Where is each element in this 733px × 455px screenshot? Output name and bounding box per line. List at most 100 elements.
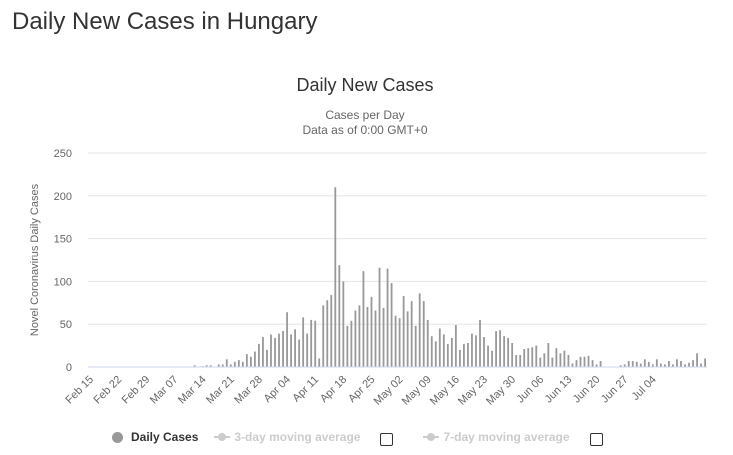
bar[interactable]: [446, 343, 449, 367]
bar[interactable]: [354, 310, 357, 368]
bar[interactable]: [394, 315, 397, 367]
bar[interactable]: [438, 328, 441, 367]
bar[interactable]: [193, 365, 196, 367]
bar[interactable]: [249, 356, 252, 367]
bar[interactable]: [366, 307, 369, 367]
bar[interactable]: [463, 343, 465, 367]
bar[interactable]: [286, 312, 288, 367]
bar[interactable]: [623, 364, 626, 367]
bar[interactable]: [627, 361, 630, 367]
bar[interactable]: [619, 365, 622, 367]
bar[interactable]: [358, 305, 361, 367]
bar[interactable]: [483, 337, 485, 367]
bar[interactable]: [475, 335, 477, 367]
bar[interactable]: [386, 268, 389, 367]
bar[interactable]: [274, 337, 276, 367]
bar[interactable]: [684, 364, 686, 367]
bar[interactable]: [294, 329, 297, 367]
bar[interactable]: [599, 361, 602, 367]
bar[interactable]: [639, 363, 642, 367]
bar[interactable]: [591, 360, 594, 367]
bar[interactable]: [688, 362, 690, 367]
bar[interactable]: [515, 355, 518, 367]
bar[interactable]: [643, 359, 646, 367]
checkbox-7-day-average[interactable]: [589, 432, 603, 446]
bar[interactable]: [631, 361, 634, 367]
bar[interactable]: [595, 364, 598, 367]
bar[interactable]: [507, 337, 510, 367]
bar[interactable]: [495, 331, 497, 367]
bar[interactable]: [700, 363, 702, 367]
bar[interactable]: [535, 345, 538, 367]
legend-item-3-day-average[interactable]: 3-day moving average: [214, 430, 360, 444]
bar[interactable]: [647, 361, 650, 367]
bar[interactable]: [266, 349, 268, 367]
bar[interactable]: [575, 360, 578, 367]
bar[interactable]: [233, 361, 236, 367]
bar[interactable]: [430, 336, 433, 367]
bar[interactable]: [499, 330, 501, 367]
bar[interactable]: [262, 337, 264, 367]
bar[interactable]: [659, 363, 662, 367]
bar[interactable]: [302, 317, 305, 367]
bar[interactable]: [374, 310, 377, 368]
bar[interactable]: [330, 295, 333, 367]
bar[interactable]: [270, 334, 272, 367]
bar[interactable]: [523, 349, 526, 367]
bar[interactable]: [434, 341, 437, 367]
bar[interactable]: [322, 305, 325, 367]
bar[interactable]: [382, 307, 385, 367]
bar[interactable]: [491, 350, 493, 367]
bar[interactable]: [511, 343, 514, 367]
bar[interactable]: [668, 361, 670, 367]
bar[interactable]: [651, 364, 654, 367]
bar[interactable]: [479, 319, 481, 367]
bar[interactable]: [318, 358, 321, 367]
bar[interactable]: [306, 333, 309, 367]
bar[interactable]: [487, 345, 489, 367]
bar[interactable]: [245, 354, 248, 367]
bar[interactable]: [551, 357, 554, 367]
bar[interactable]: [692, 360, 694, 367]
bar[interactable]: [390, 283, 393, 367]
legend-item-daily-cases[interactable]: Daily Cases: [112, 430, 198, 444]
bar[interactable]: [258, 343, 260, 367]
bar[interactable]: [290, 334, 292, 367]
bar[interactable]: [672, 364, 674, 367]
bar[interactable]: [704, 358, 706, 367]
bar[interactable]: [519, 355, 522, 367]
bar[interactable]: [635, 361, 638, 367]
bar[interactable]: [410, 301, 413, 367]
bar[interactable]: [326, 300, 329, 367]
bar[interactable]: [362, 271, 365, 367]
bar[interactable]: [539, 357, 542, 367]
bar[interactable]: [298, 339, 301, 367]
bar[interactable]: [454, 325, 457, 367]
bar[interactable]: [442, 334, 445, 367]
bar[interactable]: [338, 265, 341, 367]
bar[interactable]: [414, 325, 417, 367]
bar[interactable]: [579, 356, 582, 367]
bar[interactable]: [503, 336, 506, 367]
bar[interactable]: [402, 295, 405, 367]
bar[interactable]: [342, 281, 345, 367]
bar[interactable]: [547, 343, 550, 367]
bar[interactable]: [378, 267, 381, 367]
bar[interactable]: [209, 365, 212, 367]
bar[interactable]: [426, 319, 429, 367]
bar[interactable]: [527, 348, 530, 367]
bar[interactable]: [406, 311, 409, 367]
bar[interactable]: [314, 320, 317, 367]
bar[interactable]: [567, 355, 570, 367]
bar[interactable]: [241, 361, 244, 367]
bar[interactable]: [334, 187, 337, 367]
bar[interactable]: [587, 355, 590, 367]
bar[interactable]: [217, 364, 220, 367]
bar[interactable]: [663, 364, 666, 367]
bar[interactable]: [676, 359, 678, 367]
bar[interactable]: [254, 351, 256, 367]
checkbox-3-day-average[interactable]: [380, 432, 394, 446]
bar[interactable]: [471, 333, 473, 367]
bar-series[interactable]: [193, 187, 706, 368]
bar[interactable]: [680, 361, 682, 367]
